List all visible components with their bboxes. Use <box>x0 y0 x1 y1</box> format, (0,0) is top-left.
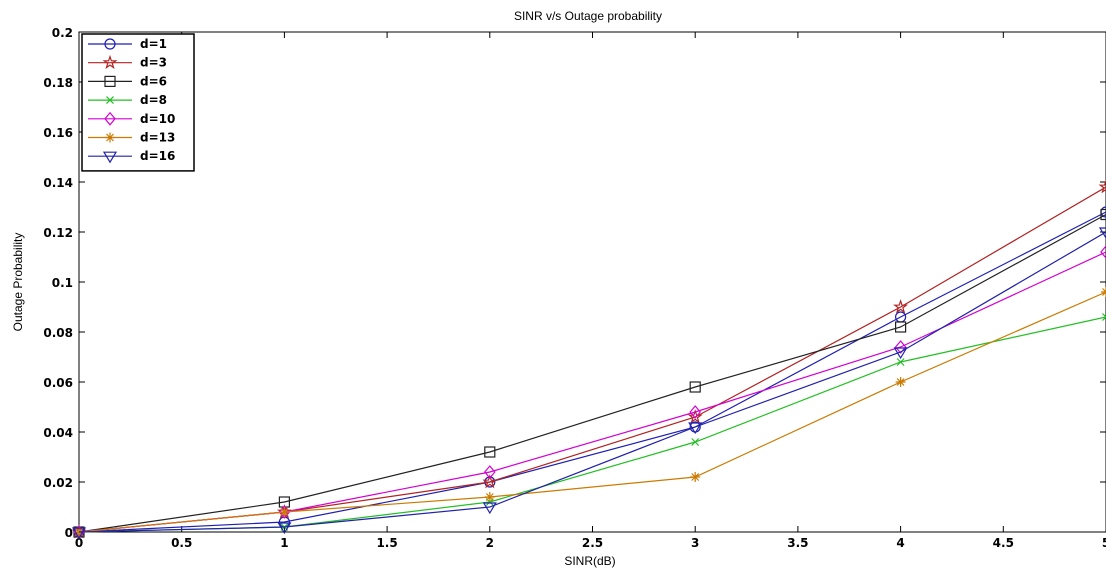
data-point-d-10 <box>484 465 496 479</box>
y-tick-label: 0.08 <box>43 326 73 340</box>
legend-entry-d-3: d=3 <box>88 54 167 70</box>
data-point-d-3 <box>1098 179 1106 194</box>
data-point-d-16 <box>482 502 497 515</box>
data-point-d-16 <box>71 527 87 540</box>
y-axis-label: Outage Probability <box>11 233 25 332</box>
chart-title: SINR v/s Outage probability <box>514 9 662 23</box>
data-point-d-13 <box>279 507 290 517</box>
legend-marker <box>104 111 116 126</box>
data-point-d-13 <box>484 492 495 502</box>
data-point-d-10 <box>894 340 907 354</box>
legend-label: d=6 <box>140 74 167 88</box>
data-point-d-16 <box>1098 227 1106 240</box>
x-tick-label: 1 <box>280 536 288 550</box>
data-point-d-8 <box>691 438 700 446</box>
data-point-d-3 <box>893 299 909 314</box>
legend-label: d=13 <box>140 131 175 145</box>
data-point-d-16 <box>893 347 908 360</box>
data-point-d-6 <box>689 381 701 393</box>
data-point-d-8 <box>1102 313 1106 321</box>
legend-entry-d-1: d=1 <box>88 37 167 51</box>
y-tick-label: 0.14 <box>43 176 73 190</box>
legend-marker <box>104 38 116 50</box>
data-point-d-10 <box>278 505 291 519</box>
y-tick-label: 0.04 <box>43 426 73 440</box>
legend-label: d=1 <box>140 37 167 51</box>
legend-label: d=10 <box>140 112 175 126</box>
legend-marker <box>102 54 118 70</box>
plot-area <box>78 31 1106 533</box>
x-tick-label: 0.5 <box>171 536 192 550</box>
data-point-d-6 <box>894 321 907 333</box>
series-d-6 <box>73 208 1106 538</box>
y-tick-label: 0.2 <box>52 26 73 40</box>
legend-entry-d-6: d=6 <box>88 74 167 88</box>
series-line-d-6 <box>78 213 1106 533</box>
series-layer <box>71 179 1106 540</box>
legend-entry-d-13: d=13 <box>88 131 175 145</box>
x-tick-label: 0 <box>75 536 83 550</box>
series-line-d-13 <box>78 291 1106 533</box>
legend-label: d=16 <box>140 149 175 163</box>
legend-marker <box>102 151 118 164</box>
legend-label: d=8 <box>140 93 167 107</box>
legend-entry-d-16: d=16 <box>88 149 175 164</box>
legend-box <box>81 33 195 172</box>
data-point-d-3 <box>482 474 498 489</box>
legend-label: d=3 <box>140 56 167 70</box>
x-tick-label: 1.5 <box>376 536 397 550</box>
series-line-d-16 <box>78 231 1106 533</box>
legend-marker <box>104 75 116 88</box>
legend-marker <box>106 96 114 105</box>
data-point-d-3 <box>687 409 703 424</box>
data-point-d-13 <box>690 472 701 482</box>
y-tick-label: 0.18 <box>43 76 73 90</box>
series-line-d-1 <box>78 211 1106 533</box>
x-tick-label: 2.5 <box>582 536 603 550</box>
x-tick-label: 3 <box>691 536 699 550</box>
series-d-16 <box>71 227 1106 540</box>
data-point-d-10 <box>689 405 701 419</box>
data-point-d-6 <box>484 446 496 458</box>
data-point-d-16 <box>688 422 703 435</box>
y-tick-label: 0.06 <box>43 376 73 390</box>
x-tick-label: 2 <box>486 536 494 550</box>
y-tick-label: 0.02 <box>43 476 73 490</box>
y-tick-label: 0 <box>65 526 73 540</box>
x-tick-label: 4 <box>896 536 904 550</box>
y-tick-label: 0.16 <box>43 126 73 140</box>
data-point-d-6 <box>1100 208 1106 221</box>
x-tick-label: 4.5 <box>993 536 1014 550</box>
x-tick-label: 5 <box>1102 536 1106 550</box>
legend-entry-d-8: d=8 <box>88 93 167 107</box>
legend: d=1 d=3 d=6 d=8 d=10 d=13 d=16 <box>81 33 195 172</box>
x-axis-label: SINR(dB) <box>564 554 615 568</box>
y-tick-label: 0.1 <box>52 276 73 290</box>
data-point-d-16 <box>277 522 292 535</box>
legend-marker <box>105 132 115 143</box>
axis-ticks: 0 0.5 1 1.5 2 2.5 3 3.5 4 4.5 5 0 0.02 0.04 0.06 0.08 0.… <box>43 26 1106 550</box>
y-tick-label: 0.12 <box>43 226 73 240</box>
data-point-d-8 <box>896 358 905 366</box>
x-tick-label: 3.5 <box>787 536 808 550</box>
data-point-d-10 <box>1100 245 1106 259</box>
legend-entry-d-10: d=10 <box>88 112 175 126</box>
data-point-d-13 <box>895 377 906 387</box>
